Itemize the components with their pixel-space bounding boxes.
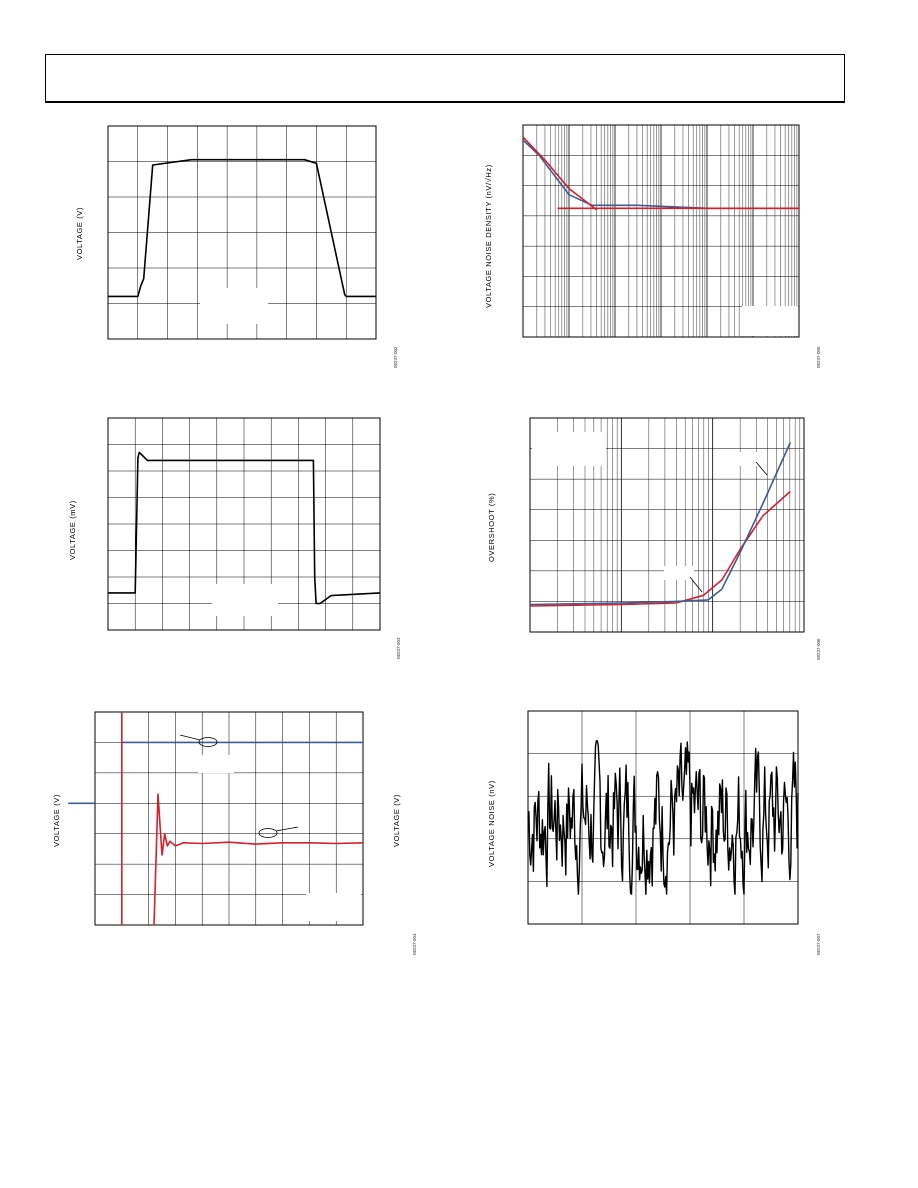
chart-1-mask <box>200 288 268 324</box>
chart-4-mask-b <box>728 452 764 466</box>
page-header-box <box>45 54 845 103</box>
chart-4-pointer-b <box>689 576 703 593</box>
chart-3 <box>107 417 381 631</box>
chart-5-series-3 <box>153 793 364 926</box>
chart-5-mask-b <box>306 893 361 921</box>
figure-4-code: 08237-006 <box>816 638 821 660</box>
figure-5: VOLTAGE (V) VOLTAGE (V) 08237-004 <box>48 705 418 965</box>
chart-4-pointer-a <box>755 461 768 476</box>
chart-5-ellipse-a <box>198 737 218 747</box>
chart-6 <box>527 710 799 925</box>
chart-4 <box>529 417 805 633</box>
figure-3-code: 08237-003 <box>396 637 401 659</box>
chart-5 <box>68 711 364 926</box>
figure-1: VOLTAGE (V) 08237-002 <box>60 120 410 370</box>
chart-2-mask <box>742 306 798 336</box>
chart-4-series-0 <box>529 490 791 607</box>
chart-4-mask-c <box>664 566 694 580</box>
figure-5-code: 08237-004 <box>412 933 417 955</box>
chart-2 <box>522 124 800 338</box>
figure-3: VOLTAGE (mV) 08237-003 <box>60 412 410 667</box>
chart-1-series-0 <box>108 158 376 298</box>
figure-6-code: 08237-007 <box>816 933 821 955</box>
chart-3-series-0 <box>108 451 381 605</box>
figure-2: VOLTAGE NOISE DENSITY (nV/√Hz) 08237-005 <box>480 118 830 373</box>
chart-6-series-0 <box>527 740 799 895</box>
chart-2-series-1 <box>522 136 598 211</box>
chart-5-arrow-b <box>275 826 299 832</box>
figure-6: VOLTAGE NOISE (nV) 08237-007 <box>480 705 830 965</box>
chart-5-mask-a <box>198 755 234 773</box>
chart-5-ellipse-b <box>258 828 278 838</box>
chart-5-arrow-a <box>179 734 201 741</box>
chart-4-mask-a <box>532 432 606 466</box>
figure-4: OVERSHOOT (%) 08237-006 <box>480 412 830 667</box>
chart-4-series-1 <box>529 442 792 606</box>
chart-1 <box>107 125 377 340</box>
figure-1-code: 08237-002 <box>393 346 398 368</box>
figure-5-ylabel-right: VOLTAGE (V) <box>392 794 401 847</box>
figure-2-code: 08237-005 <box>816 346 821 368</box>
chart-3-mask <box>212 584 278 616</box>
